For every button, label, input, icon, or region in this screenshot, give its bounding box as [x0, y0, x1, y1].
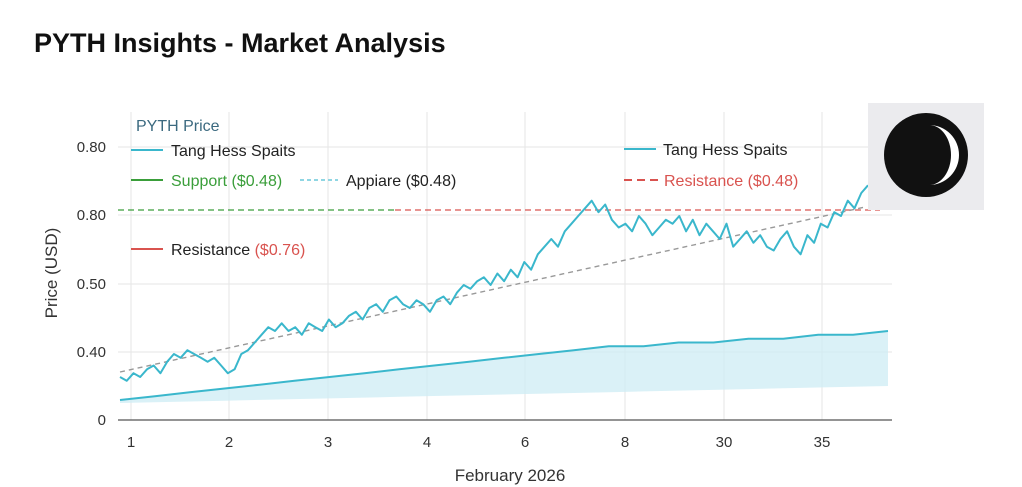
- legend-label: Tang Hess Spaits: [663, 142, 788, 159]
- y-tick-label: 0.80: [77, 207, 106, 224]
- x-tick-label: 8: [621, 434, 629, 451]
- y-tick-label: 0.40: [77, 344, 106, 361]
- x-axis-title: February 2026: [455, 466, 566, 485]
- x-tick-label: 4: [423, 434, 431, 451]
- badge-panel: [868, 103, 984, 210]
- forecast-band: [120, 331, 888, 403]
- y-tick-label: 0: [98, 412, 106, 429]
- page-title: PYTH Insights - Market Analysis: [34, 28, 446, 58]
- y-tick-label: 0.80: [77, 139, 106, 156]
- chart-legend: PYTH Price Tang Hess Spaits Tang Hess Spai…: [131, 118, 798, 259]
- trend-line: [119, 206, 866, 373]
- legend-label: Resistance ($0.48): [664, 173, 798, 190]
- x-tick-label: 2: [225, 434, 233, 451]
- moon-crescent-icon: [884, 113, 968, 197]
- band-area: [120, 331, 888, 403]
- x-tick-label: 3: [324, 434, 332, 451]
- x-tick-label: 35: [814, 434, 831, 451]
- x-tick-label: 6: [521, 434, 529, 451]
- series-line-smooth: [119, 330, 889, 401]
- series-line-price: [119, 184, 869, 382]
- y-tick-label: 0.50: [77, 276, 106, 293]
- legend-title: PYTH Price: [136, 118, 220, 135]
- y-axis-title: Price (USD): [42, 228, 61, 319]
- legend-label: Resistance ($0.76): [171, 242, 305, 259]
- legend-label: Support ($0.48): [171, 173, 282, 190]
- x-tick-label: 30: [716, 434, 733, 451]
- x-tick-label: 1: [127, 434, 135, 451]
- chart-axes: 0 0.40 0.50 0.80 0.80 1 2 3 4 6 8 30 35 February 2026…: [42, 139, 892, 485]
- chart-lines: [118, 184, 889, 401]
- legend-label: Appiare ($0.48): [346, 173, 456, 190]
- legend-label: Tang Hess Spaits: [171, 143, 296, 160]
